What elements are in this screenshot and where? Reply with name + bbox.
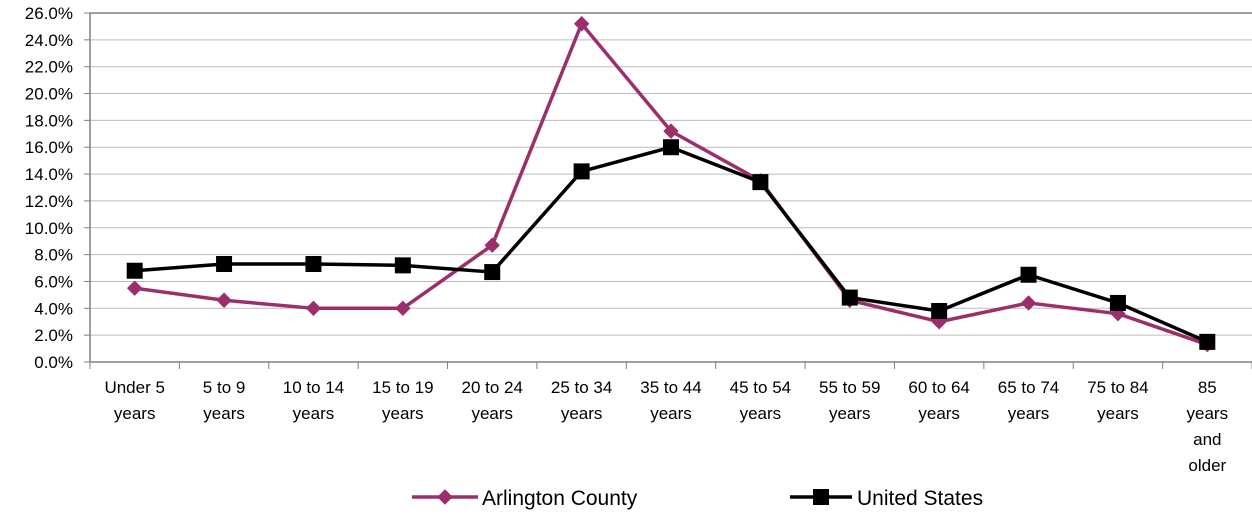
- gridlines: [90, 12, 1252, 336]
- data-point: [573, 16, 590, 32]
- data-point: [573, 163, 590, 180]
- y-tick-label: 4.0%: [34, 299, 73, 318]
- x-tick-label: Under 5 years: [104, 378, 164, 423]
- data-point: [305, 300, 322, 317]
- x-tick-label: 75 to 84 years: [1087, 378, 1148, 423]
- y-tick-label: 10.0%: [25, 219, 73, 238]
- data-point: [752, 174, 769, 191]
- y-tick-label: 2.0%: [34, 326, 73, 345]
- y-tick-label: 6.0%: [34, 272, 73, 291]
- y-tick-label: 22.0%: [25, 58, 73, 77]
- data-point: [126, 262, 143, 279]
- data-point: [394, 257, 411, 274]
- y-tick-label: 12.0%: [25, 192, 73, 211]
- data-point: [663, 139, 679, 156]
- data-point: [126, 280, 143, 296]
- y-tick-label: 16.0%: [25, 138, 73, 157]
- data-point: [841, 289, 858, 306]
- legend-label: United States: [857, 487, 983, 510]
- x-tick-label: 85 years and older: [1187, 378, 1229, 475]
- data-point: [305, 256, 322, 273]
- y-tick-label: 18.0%: [25, 111, 73, 130]
- x-tick-label: 35 to 44 years: [640, 378, 701, 423]
- data-point: [216, 256, 233, 273]
- x-tick-label: 65 to 74 years: [998, 378, 1059, 423]
- data-point: [484, 264, 501, 281]
- x-tick-label: 25 to 34 years: [551, 378, 612, 423]
- data-point: [395, 300, 411, 317]
- data-point: [484, 237, 500, 253]
- legend-item: United States: [790, 487, 983, 510]
- y-tick-label: 20.0%: [25, 85, 73, 104]
- x-axis-ticks: Under 5 years 5 to 9 years 10 to 14 years 15 t…: [104, 378, 1228, 475]
- legend-item: Arlington County: [412, 487, 638, 510]
- series-lines: [126, 16, 1216, 353]
- x-tick-label: 55 to 59 years: [819, 378, 880, 423]
- series-line: [134, 145, 1209, 344]
- y-tick-label: 8.0%: [34, 246, 73, 265]
- data-point: [931, 302, 948, 319]
- x-tick-label: 10 to 14 years: [283, 378, 344, 423]
- y-tick-label: 24.0%: [25, 31, 73, 50]
- y-axis-ticks: 0.0% 2.0% 4.0% 6.0% 8.0% 10.0% 12.0% 14.0% 16.0%…: [25, 4, 73, 372]
- axes: [84, 12, 1252, 369]
- series-line: [134, 21, 1208, 347]
- y-tick-label: 0.0%: [34, 353, 73, 372]
- legend-marker: [437, 489, 453, 505]
- x-tick-label: 15 to 19 years: [372, 378, 433, 423]
- legend-label: Arlington County: [482, 487, 638, 510]
- series-arlington-county: [126, 16, 1216, 353]
- data-point: [1199, 333, 1216, 350]
- x-tick-label: 60 to 64 years: [908, 378, 969, 423]
- x-tick-label: 20 to 24 years: [462, 378, 523, 423]
- data-point: [663, 123, 679, 139]
- data-point: [1020, 295, 1037, 311]
- data-point: [1109, 294, 1126, 311]
- legend: Arlington County United States: [412, 487, 983, 510]
- y-tick-label: 26.0%: [25, 4, 73, 23]
- data-point: [216, 292, 232, 308]
- legend-marker: [813, 489, 829, 505]
- x-tick-label: 5 to 9 years: [203, 378, 246, 423]
- y-tick-label: 14.0%: [25, 165, 73, 184]
- x-tick-label: 45 to 54 years: [730, 378, 791, 423]
- data-point: [1020, 266, 1037, 283]
- series-united-states: [126, 139, 1216, 350]
